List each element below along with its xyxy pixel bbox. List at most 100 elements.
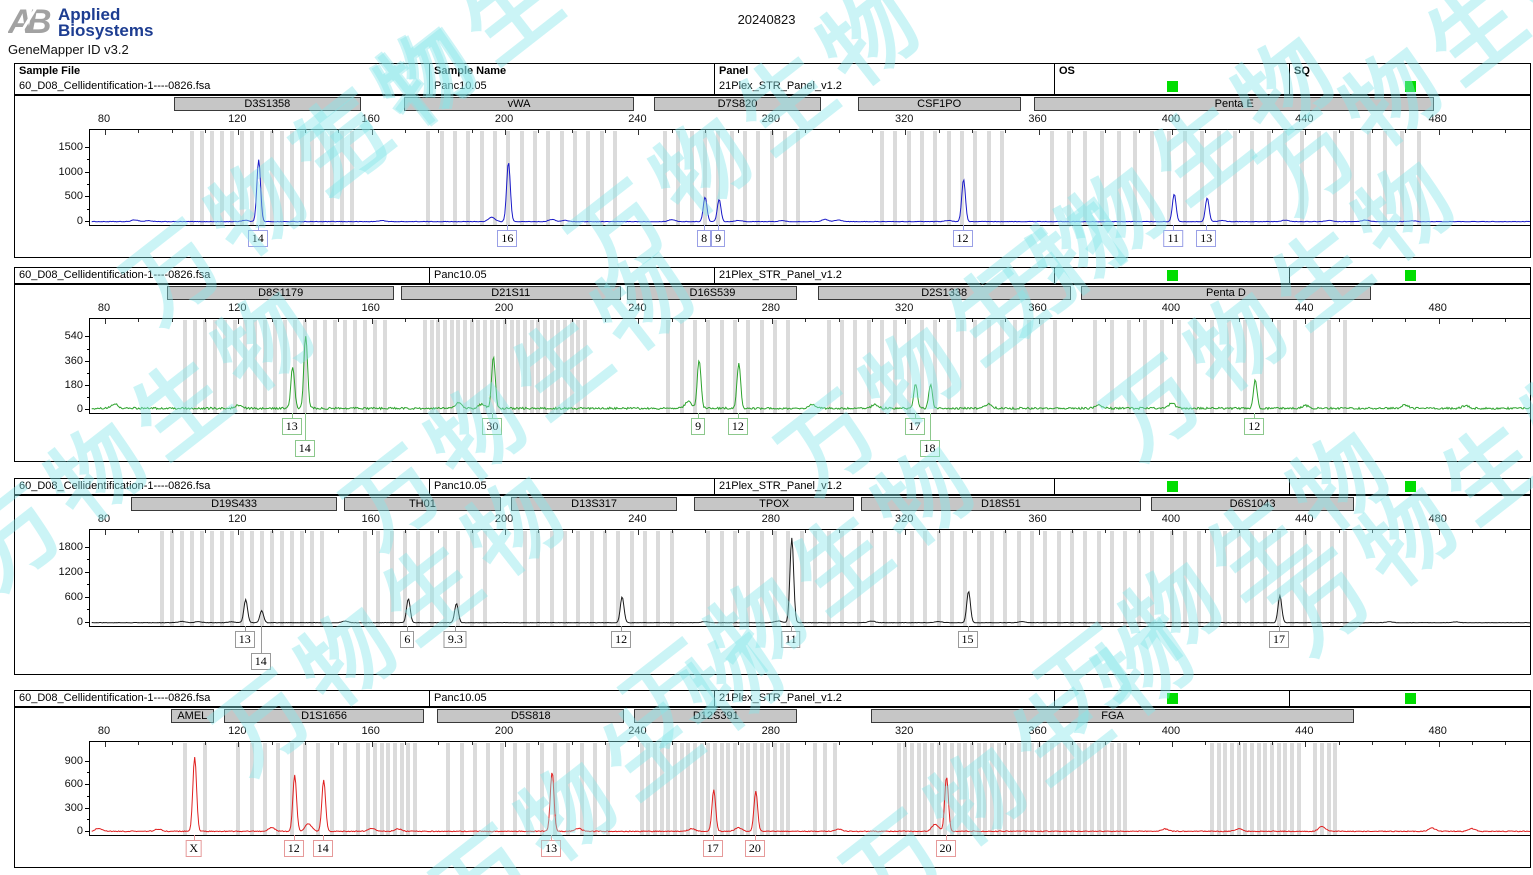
bin-stripe — [733, 320, 738, 413]
bin-stripe — [1109, 320, 1114, 413]
sample-info-row[interactable]: 60_D08_Cellidentification-1----0826.fsa … — [15, 268, 1530, 285]
allele-connector — [492, 413, 494, 419]
marker-label-D8S1179: D8S1179 — [167, 286, 395, 300]
y-axis-tick — [85, 409, 90, 410]
x-axis-tick — [605, 319, 607, 322]
x-axis-tick — [1138, 530, 1140, 533]
allele-label-D12S391-17[interactable]: 17 — [702, 840, 723, 857]
sample-name-cell[interactable]: Panc10.05 — [429, 79, 714, 94]
allele-label-D13S317-12[interactable]: 12 — [611, 631, 632, 648]
x-axis-tick — [471, 742, 473, 745]
sample-info-row[interactable]: 60_D08_Cellidentification-1----0826.fsa … — [15, 79, 1530, 96]
bin-stripe — [483, 531, 488, 626]
bin-stripe — [929, 743, 934, 835]
bin-stripe — [393, 743, 398, 835]
bin-stripe — [909, 743, 914, 835]
allele-label-D3S1358-14[interactable]: 14 — [247, 230, 268, 247]
allele-label-D19S433-13[interactable]: 13 — [234, 631, 255, 648]
bin-stripe — [503, 320, 508, 413]
x-axis-tick-label: 240 — [628, 513, 647, 525]
electropherogram-plot-blue[interactable] — [85, 129, 1531, 226]
allele-label-AMEL-X[interactable]: X — [185, 840, 203, 857]
bin-stripe — [883, 531, 888, 626]
panel-name-cell[interactable]: 21Plex_STR_Panel_v1.2 — [714, 691, 1054, 706]
sample-file-cell[interactable]: 60_D08_Cellidentification-1----0826.fsa — [19, 480, 211, 492]
electropherogram-plot-green[interactable] — [85, 318, 1531, 414]
x-axis-tick-label: 440 — [1295, 725, 1314, 737]
x-axis-tick — [1071, 742, 1073, 745]
allele-label-D21S11-30[interactable]: 30 — [482, 418, 503, 435]
bin-stripe — [479, 131, 484, 225]
x-axis-tick — [1038, 530, 1040, 535]
allele-label-D6S1043-17[interactable]: 17 — [1268, 631, 1289, 648]
panel-name-cell[interactable]: 21Plex_STR_Panel_v1.2 — [714, 79, 1054, 94]
x-axis-tick — [338, 319, 340, 322]
y-axis-minor-tick — [87, 372, 90, 374]
x-axis-tick — [105, 130, 106, 135]
allele-label-TPOX-11[interactable]: 11 — [781, 631, 801, 648]
allele-label-FGA-20[interactable]: 20 — [935, 840, 956, 857]
electropherogram-plot-red[interactable] — [85, 741, 1531, 836]
bin-stripe — [549, 531, 554, 626]
bin-stripe — [879, 320, 884, 413]
allele-label-Penta-D-12[interactable]: 12 — [1244, 418, 1265, 435]
allele-label-D12S391-20[interactable]: 20 — [744, 840, 765, 857]
bin-stripe — [576, 320, 581, 413]
allele-label-D7S820-9[interactable]: 9 — [711, 230, 726, 247]
x-axis-tick — [871, 530, 873, 533]
allele-label-D2S1338-18[interactable]: 18 — [919, 440, 940, 457]
bin-stripe — [916, 743, 921, 835]
sample-name-cell[interactable]: Panc10.05 — [429, 479, 714, 494]
x-axis-tick — [605, 530, 607, 533]
bin-stripe — [329, 131, 334, 225]
bin-stripe — [516, 320, 521, 413]
x-axis-tick — [671, 530, 673, 533]
electropherogram-plot-black[interactable] — [85, 529, 1531, 627]
sample-file-cell[interactable]: 60_D08_Cellidentification-1----0826.fsa — [19, 80, 211, 92]
sample-name-cell[interactable]: Panc10.05 — [429, 268, 714, 283]
allele-label-vWA-16[interactable]: 16 — [497, 230, 518, 247]
allele-label-D5S818-13[interactable]: 13 — [541, 840, 562, 857]
allele-label-Penta-E-11[interactable]: 11 — [1163, 230, 1184, 247]
allele-label-D16S539-12[interactable]: 12 — [727, 418, 748, 435]
bin-stripe — [1169, 531, 1174, 626]
bin-stripe — [373, 743, 378, 835]
x-axis-tick — [771, 530, 773, 535]
sample-info-row[interactable]: 60_D08_Cellidentification-1----0826.fsa … — [15, 479, 1530, 496]
allele-label-D1S1656-12[interactable]: 12 — [283, 840, 304, 857]
x-axis-tick — [1105, 319, 1107, 322]
allele-label-D16S539-9[interactable]: 9 — [691, 418, 706, 435]
bin-stripe — [169, 531, 174, 626]
sample-file-cell[interactable]: 60_D08_Cellidentification-1----0826.fsa — [19, 692, 211, 704]
bin-stripe — [233, 320, 238, 413]
x-axis-tick — [705, 130, 707, 133]
bin-stripe — [1223, 531, 1228, 626]
allele-label-Penta-E-13[interactable]: 13 — [1196, 230, 1217, 247]
panel-name-cell[interactable]: 21Plex_STR_Panel_v1.2 — [714, 268, 1054, 283]
x-axis-tick — [1038, 742, 1040, 747]
sample-info-row[interactable]: 60_D08_Cellidentification-1----0826.fsa … — [15, 691, 1530, 708]
allele-label-TH01-9.3[interactable]: 9.3 — [443, 631, 467, 648]
allele-label-D2S1338-17[interactable]: 17 — [904, 418, 925, 435]
allele-connector — [322, 835, 324, 841]
x-axis-tick-label: 200 — [494, 302, 514, 314]
allele-label-D8S1179-14[interactable]: 14 — [294, 440, 315, 457]
allele-label-D19S433-14[interactable]: 14 — [250, 653, 271, 670]
allele-label-TH01-6[interactable]: 6 — [400, 631, 415, 648]
allele-label-D18S51-15[interactable]: 15 — [957, 631, 978, 648]
sample-name-cell[interactable]: Panc10.05 — [429, 691, 714, 706]
x-axis-tick — [305, 130, 307, 133]
x-axis-tick — [805, 742, 807, 745]
panel-name-cell[interactable]: 21Plex_STR_Panel_v1.2 — [714, 479, 1054, 494]
bin-stripe — [1013, 320, 1018, 413]
x-axis-tick — [738, 530, 740, 533]
sample-file-cell[interactable]: 60_D08_Cellidentification-1----0826.fsa — [19, 269, 211, 281]
allele-label-D1S1656-14[interactable]: 14 — [312, 840, 333, 857]
x-axis-labels: 80 120 160 200 240 280 320 360 400 440 480 — [15, 725, 1530, 738]
sq-status-indicator — [1405, 693, 1416, 704]
x-axis-tick — [1305, 742, 1307, 747]
allele-label-CSF1PO-12[interactable]: 12 — [952, 230, 973, 247]
allele-label-D7S820-8[interactable]: 8 — [697, 230, 712, 247]
x-axis-tick — [805, 530, 807, 533]
allele-label-D8S1179-13[interactable]: 13 — [281, 418, 302, 435]
